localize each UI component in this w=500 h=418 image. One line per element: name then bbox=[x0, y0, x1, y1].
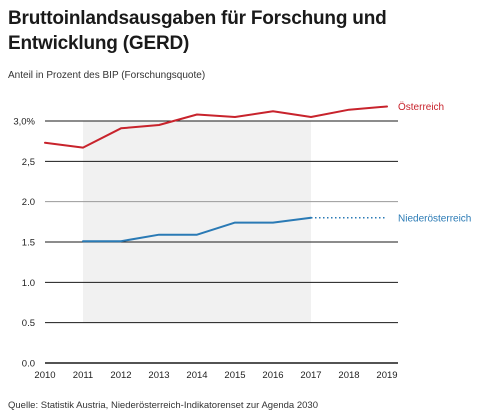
x-tick-label: 2014 bbox=[186, 370, 207, 381]
y-tick-label: 0.5 bbox=[22, 318, 35, 329]
x-tick-label: 2015 bbox=[224, 370, 245, 381]
y-tick-label: 2.0 bbox=[22, 197, 35, 208]
series-label-0: Österreich bbox=[398, 101, 444, 113]
y-tick-label: 1.0 bbox=[22, 278, 35, 289]
x-tick-label: 2013 bbox=[148, 370, 169, 381]
x-tick-label: 2018 bbox=[338, 370, 359, 381]
chart-source: Quelle: Statistik Austria, Niederösterre… bbox=[8, 400, 318, 411]
series-line-0 bbox=[44, 105, 388, 149]
y-tick-label: 1.5 bbox=[22, 238, 35, 249]
series-label-1: Niederösterreich bbox=[398, 213, 471, 224]
y-tick-label: 0.0 bbox=[22, 359, 35, 370]
y-tick-label: 2,5 bbox=[22, 157, 35, 168]
x-tick-label: 2016 bbox=[262, 370, 283, 381]
x-tick-label: 2012 bbox=[110, 370, 131, 381]
y-tick-label: 3,0% bbox=[13, 117, 35, 128]
x-tick-label: 2011 bbox=[73, 370, 93, 381]
chart-subtitle: Anteil in Prozent des BIP (Forschungsquo… bbox=[8, 70, 206, 81]
series-line-1 bbox=[82, 216, 312, 243]
x-tick-label: 2010 bbox=[34, 370, 55, 381]
chart-title: Bruttoinlandsausgaben für Forschung und … bbox=[8, 8, 387, 54]
x-tick-label: 2017 bbox=[300, 370, 321, 381]
x-tick-label: 2019 bbox=[376, 370, 397, 381]
